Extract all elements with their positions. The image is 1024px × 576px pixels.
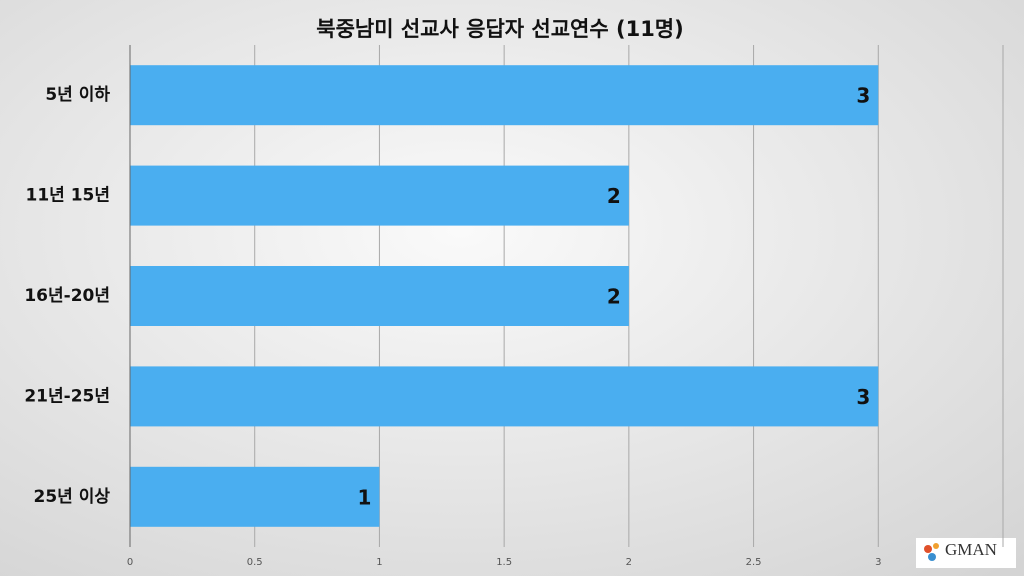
- chart-title: 북중남미 선교사 응답자 선교연수 (11명): [316, 17, 683, 41]
- y-tick-label: 11년 15년: [25, 186, 110, 206]
- bar: [130, 466, 380, 527]
- logo-dot: [928, 553, 936, 561]
- logo-dot: [924, 545, 932, 553]
- x-tick-label: 1.5: [496, 557, 512, 568]
- x-tick-label: 2: [626, 557, 632, 568]
- y-tick-label: 25년 이상: [34, 487, 111, 507]
- x-tick-label: 1: [376, 557, 382, 568]
- logo: GMAN: [916, 538, 1016, 568]
- value-label: 3: [856, 385, 870, 409]
- x-tick-label: 0.5: [247, 557, 263, 568]
- value-label: 2: [607, 184, 621, 208]
- y-tick-label: 21년-25년: [24, 386, 110, 406]
- bar: [130, 266, 629, 326]
- logo-box: [916, 538, 1016, 568]
- y-tick-label: 16년-20년: [24, 286, 110, 306]
- bar: [130, 366, 879, 427]
- value-label: 3: [856, 84, 870, 108]
- logo-text: GMAN: [945, 540, 997, 559]
- y-tick-label: 5년 이하: [45, 85, 110, 105]
- value-label: 1: [358, 485, 372, 509]
- bar: [130, 165, 629, 226]
- x-tick-label: 2.5: [746, 557, 762, 568]
- bar: [130, 65, 879, 126]
- logo-dot: [933, 543, 939, 549]
- x-tick-label: 0: [127, 557, 133, 568]
- value-label: 2: [607, 285, 621, 309]
- x-tick-label: 3: [875, 557, 881, 568]
